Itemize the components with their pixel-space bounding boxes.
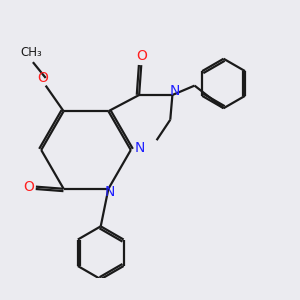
Text: N: N (135, 141, 146, 155)
Text: O: O (23, 180, 34, 194)
Text: CH₃: CH₃ (20, 46, 42, 59)
Text: N: N (169, 84, 180, 98)
Text: O: O (136, 49, 147, 63)
Text: N: N (104, 185, 115, 199)
Text: O: O (37, 71, 48, 85)
